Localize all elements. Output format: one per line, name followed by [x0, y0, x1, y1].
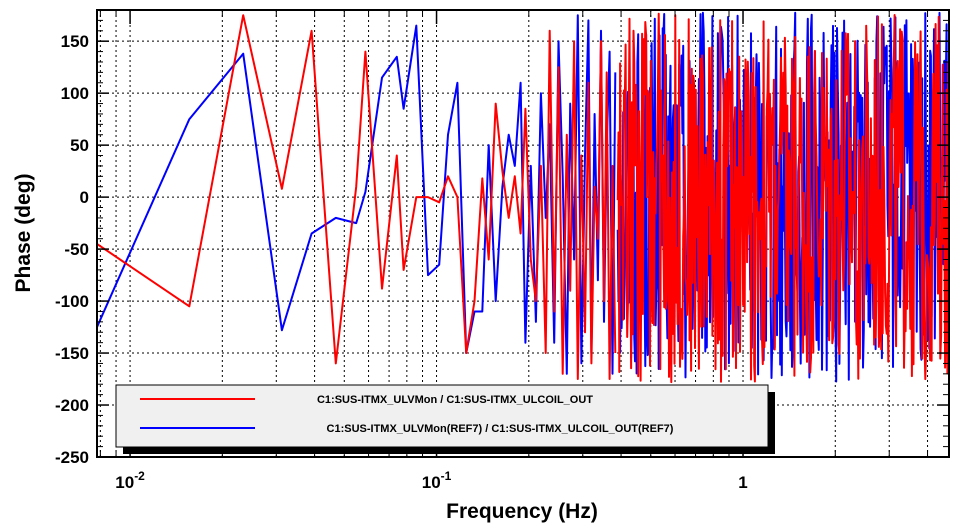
x-tick-labels: 10-2 10-1 1: [115, 469, 747, 492]
x-tick-base: 1: [738, 473, 747, 492]
y-tick-label: -200: [55, 396, 89, 415]
y-tick-label: -100: [55, 292, 89, 311]
y-tick-label: -250: [55, 448, 89, 467]
x-tick-base: 10: [115, 473, 134, 492]
x-tick-label: 1: [738, 473, 747, 492]
x-tick-base: 10: [422, 473, 441, 492]
legend: C1:SUS-ITMX_ULVMon / C1:SUS-ITMX_ULCOIL_…: [115, 384, 775, 454]
legend-label-series-2: C1:SUS-ITMX_ULVMon(REF7) / C1:SUS-ITMX_U…: [327, 423, 674, 435]
series-line-1: [97, 14, 617, 380]
x-tick-exponent: -2: [134, 469, 145, 483]
y-tick-labels: 150 100 50 0 -50 -100 -150 -200 -250: [55, 32, 89, 467]
y-tick-label: -50: [64, 240, 89, 259]
x-tick-label: 10-2: [115, 469, 145, 492]
y-tick-label: 150: [61, 32, 89, 51]
y-tick-label: 100: [61, 84, 89, 103]
y-tick-label: -150: [55, 344, 89, 363]
legend-box: [115, 384, 769, 448]
plot-frame: [96, 9, 950, 458]
y-axis-title: Phase (deg): [12, 173, 35, 292]
data-lines: [97, 11, 949, 384]
x-axis-title: Frequency (Hz): [446, 500, 598, 523]
y-tick-label: 0: [80, 188, 89, 207]
y-tick-label: 50: [70, 136, 89, 155]
x-tick-label: 10-1: [422, 469, 452, 492]
legend-label-series-1: C1:SUS-ITMX_ULVMon / C1:SUS-ITMX_ULCOIL_…: [317, 394, 593, 406]
x-tick-exponent: -1: [441, 469, 452, 483]
series-line-1-dense: [616, 12, 949, 384]
series-line-2-dense: [616, 11, 949, 383]
